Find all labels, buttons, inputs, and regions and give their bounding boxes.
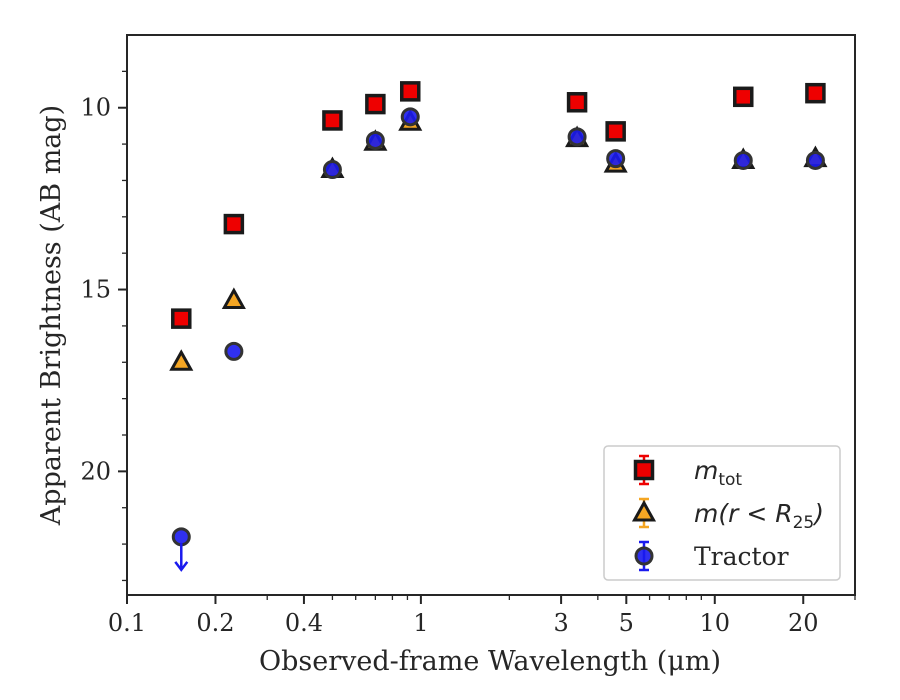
legend-entry: Tractor (634, 540, 789, 572)
y-axis-title: Apparent Brightness (AB mag) (36, 105, 67, 526)
data-point-square (399, 81, 421, 102)
legend-marker-triangle (631, 499, 657, 522)
data-point-circle (567, 127, 587, 147)
data-point-triangle (169, 349, 194, 371)
x-tick-label: 0.2 (196, 609, 234, 637)
legend-entry: m(r < R25) (631, 497, 824, 533)
data-point-triangle (221, 287, 246, 309)
legend-entry: mtot (633, 454, 742, 490)
upper-limit-arrow (174, 542, 189, 572)
data-point-circle (322, 160, 342, 180)
legend: mtot m(r < R25) Tractor (603, 445, 841, 581)
x-tick-label: 0.4 (285, 609, 323, 637)
data-point-square (733, 86, 754, 108)
axes: 0.1 0.2 0.4 1 3 5 10 20 10 15 20 (80, 34, 856, 637)
y-tick-label: 20 (80, 457, 111, 485)
legend-marker-circle (634, 546, 654, 566)
data-point-circle (805, 150, 825, 170)
data-point-square (805, 82, 826, 104)
data-point-square (223, 213, 245, 235)
data-point-square (322, 110, 343, 131)
legend-label: Tractor (694, 542, 789, 571)
data-point-square (171, 308, 192, 329)
y-tick-label: 15 (80, 276, 111, 304)
legend-box (603, 445, 841, 581)
legend-label: mtot (694, 456, 742, 490)
x-axis-title: Observed-frame Wavelength (μm) (259, 646, 721, 677)
x-tick-label: 10 (700, 609, 731, 637)
data-point-circle (224, 341, 244, 361)
data-point-circle (606, 149, 626, 169)
data-point-circle (365, 130, 385, 150)
data-point-square (365, 93, 386, 115)
y-tick-label: 10 (80, 94, 111, 122)
data-point-circle (171, 527, 191, 547)
x-tick-label: 0.1 (108, 609, 146, 637)
data-markers (169, 81, 828, 572)
data-point-square (605, 121, 626, 142)
legend-marker-square (633, 459, 655, 481)
x-tick-label: 3 (553, 609, 568, 637)
plot-frame (126, 34, 856, 596)
data-point-circle (400, 107, 420, 127)
data-point-circle (733, 150, 753, 170)
x-tick-label: 20 (788, 609, 819, 637)
x-tick-label: 5 (619, 609, 634, 637)
legend-label: m(r < R25) (694, 499, 824, 533)
data-point-square (566, 92, 588, 113)
x-tick-label: 1 (413, 609, 428, 637)
